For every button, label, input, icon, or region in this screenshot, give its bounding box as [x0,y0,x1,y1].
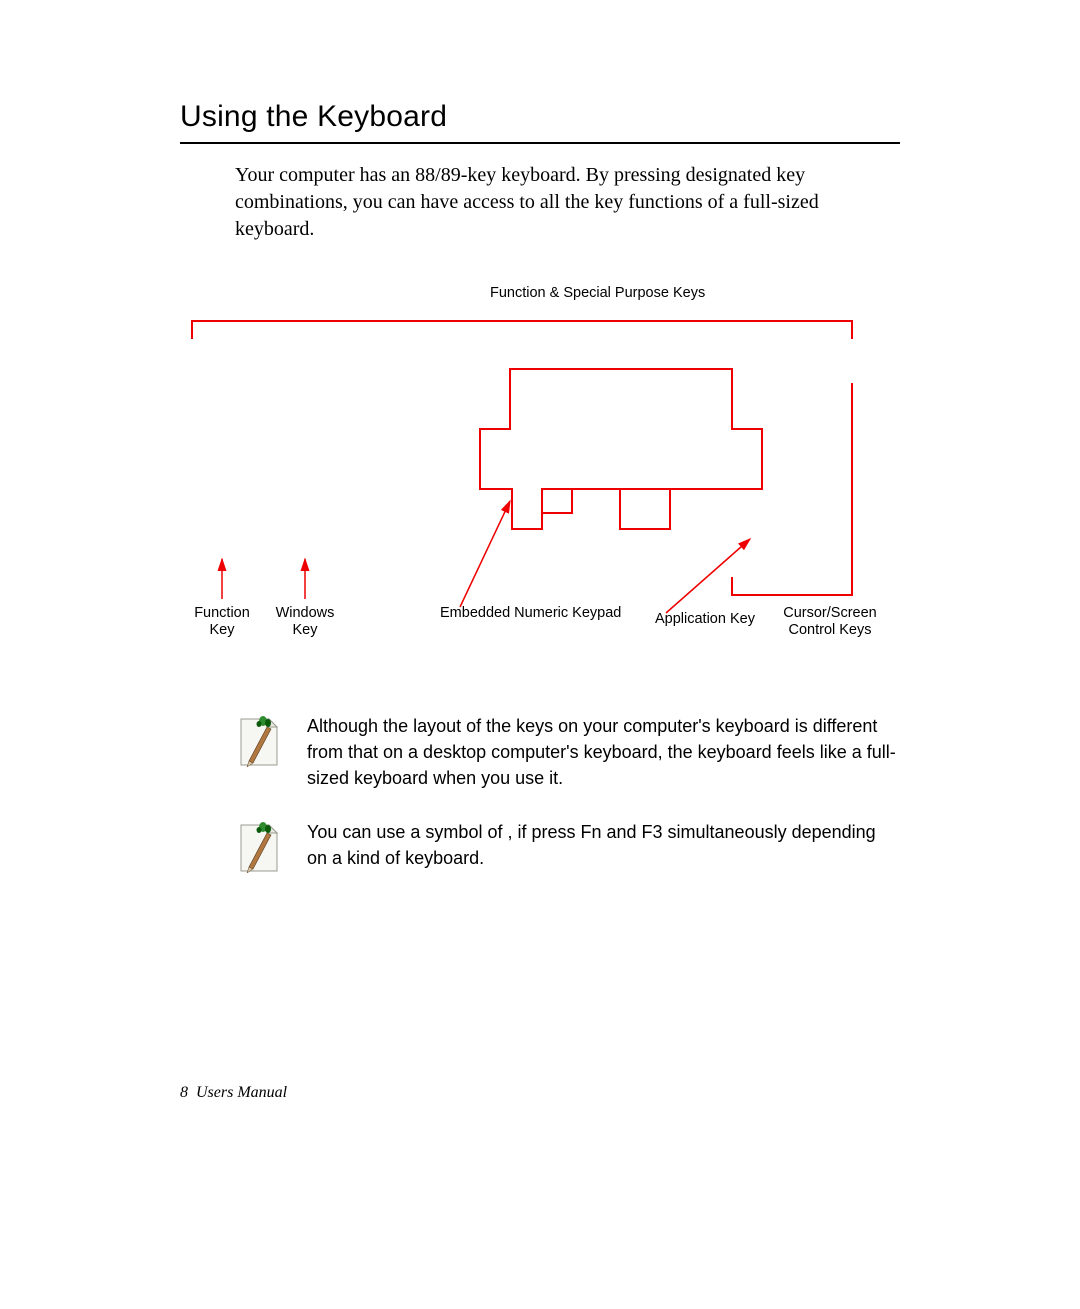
page-content: Using the Keyboard Your computer has an … [180,100,900,905]
note-icon [235,819,283,877]
note-text-2: You can use a symbol of , if press Fn an… [307,819,900,871]
keyboard-diagram: Function & Special Purpose KeysFunctionK… [180,283,900,683]
diagram-svg: Function & Special Purpose KeysFunctionK… [180,283,900,683]
page-footer: 8 Users Manual [180,1084,287,1102]
note-row-1: Although the layout of the keys on your … [235,713,900,791]
svg-text:Function: Function [194,605,250,621]
footer-page-number: 8 [180,1084,188,1101]
svg-text:Control Keys: Control Keys [788,622,871,638]
svg-text:Embedded Numeric Keypad: Embedded Numeric Keypad [440,605,621,621]
note-row-2: You can use a symbol of , if press Fn an… [235,819,900,877]
footer-title: Users Manual [196,1084,287,1101]
svg-text:Cursor/Screen: Cursor/Screen [783,605,876,621]
intro-paragraph: Your computer has an 88/89-key keyboard.… [235,162,900,243]
svg-text:Key: Key [293,622,319,638]
note-icon [235,713,283,771]
svg-text:Key: Key [210,622,236,638]
svg-text:Application Key: Application Key [655,611,756,627]
section-heading: Using the Keyboard [180,100,900,144]
svg-text:Windows: Windows [276,605,335,621]
svg-text:Function & Special Purpose Key: Function & Special Purpose Keys [490,285,705,301]
note-text-1: Although the layout of the keys on your … [307,713,900,791]
